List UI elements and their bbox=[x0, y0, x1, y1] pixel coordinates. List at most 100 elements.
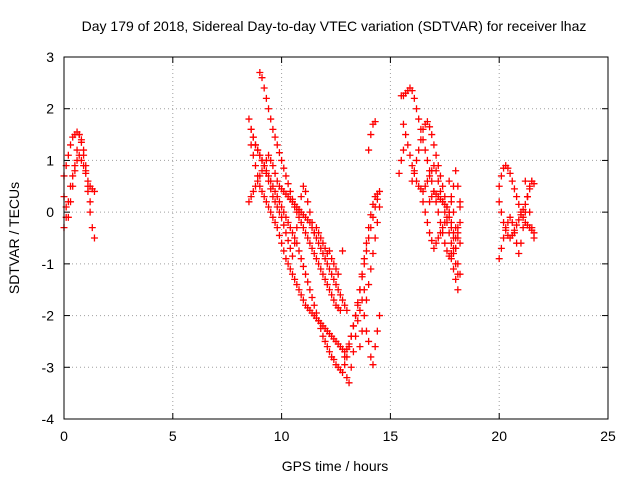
data-point bbox=[419, 187, 427, 195]
data-point bbox=[325, 265, 333, 273]
data-point bbox=[275, 208, 283, 216]
data-point bbox=[247, 193, 255, 201]
data-point bbox=[280, 164, 288, 172]
data-point bbox=[321, 337, 329, 345]
data-point bbox=[88, 224, 96, 232]
data-point bbox=[497, 244, 505, 252]
data-point bbox=[376, 187, 384, 195]
data-point bbox=[308, 293, 316, 301]
data-point bbox=[343, 345, 351, 353]
data-point bbox=[310, 301, 318, 309]
data-point bbox=[456, 198, 464, 206]
data-point bbox=[528, 177, 536, 185]
data-point bbox=[312, 255, 320, 263]
data-point bbox=[341, 361, 349, 369]
data-point bbox=[328, 255, 336, 263]
data-point bbox=[275, 149, 283, 157]
data-point bbox=[278, 239, 286, 247]
data-point bbox=[69, 172, 77, 180]
data-point bbox=[426, 229, 434, 237]
data-point bbox=[267, 156, 275, 164]
data-point bbox=[362, 247, 370, 255]
data-point bbox=[258, 74, 266, 82]
data-point bbox=[260, 162, 268, 170]
data-point bbox=[273, 203, 281, 211]
data-point bbox=[504, 164, 512, 172]
data-point bbox=[256, 69, 264, 77]
data-point bbox=[291, 275, 299, 283]
data-point bbox=[286, 265, 294, 273]
data-point bbox=[315, 229, 323, 237]
data-point bbox=[67, 182, 75, 190]
data-point bbox=[295, 247, 303, 255]
data-point bbox=[421, 182, 429, 190]
data-point bbox=[354, 317, 362, 325]
data-point bbox=[67, 141, 75, 149]
y-tick-label: -3 bbox=[42, 359, 55, 375]
data-point bbox=[269, 193, 277, 201]
data-point bbox=[356, 343, 364, 351]
data-point bbox=[367, 265, 375, 273]
data-point bbox=[249, 187, 257, 195]
data-point bbox=[299, 182, 307, 190]
data-point bbox=[443, 213, 451, 221]
y-tick-label: 1 bbox=[46, 152, 54, 168]
data-point bbox=[428, 237, 436, 245]
data-point bbox=[271, 187, 279, 195]
data-point bbox=[328, 291, 336, 299]
data-point bbox=[419, 125, 427, 133]
data-point bbox=[302, 187, 310, 195]
data-point bbox=[286, 244, 294, 252]
data-point bbox=[452, 244, 460, 252]
data-point bbox=[332, 281, 340, 289]
data-point bbox=[256, 151, 264, 159]
data-point bbox=[317, 265, 325, 273]
data-point bbox=[436, 229, 444, 237]
tick-labels: 0 5 10 15 20 25 -4 -3 -2 -1 0 1 2 3 bbox=[42, 49, 616, 444]
data-point bbox=[251, 182, 259, 190]
data-point bbox=[456, 239, 464, 247]
data-point bbox=[332, 265, 340, 273]
data-point bbox=[258, 167, 266, 175]
data-point bbox=[254, 177, 262, 185]
data-point bbox=[321, 255, 329, 263]
data-point bbox=[339, 247, 347, 255]
data-point bbox=[508, 177, 516, 185]
x-tick-label: 0 bbox=[60, 428, 68, 444]
data-point bbox=[302, 229, 310, 237]
data-point bbox=[75, 131, 83, 139]
data-point bbox=[282, 229, 290, 237]
data-point bbox=[265, 203, 273, 211]
data-point bbox=[456, 270, 464, 278]
data-point bbox=[358, 296, 366, 304]
y-tick-label: -1 bbox=[42, 256, 55, 272]
data-point bbox=[373, 327, 381, 335]
data-point bbox=[245, 198, 253, 206]
data-point bbox=[267, 185, 275, 193]
data-point bbox=[436, 172, 444, 180]
data-point bbox=[269, 125, 277, 133]
data-point bbox=[262, 94, 270, 102]
data-point bbox=[513, 221, 521, 229]
data-point bbox=[506, 169, 514, 177]
data-point bbox=[373, 218, 381, 226]
data-point bbox=[517, 239, 525, 247]
data-point bbox=[450, 229, 458, 237]
data-point bbox=[308, 218, 316, 226]
data-point bbox=[417, 136, 425, 144]
data-point bbox=[500, 234, 508, 242]
data-point bbox=[454, 182, 462, 190]
data-point bbox=[84, 182, 92, 190]
data-point bbox=[302, 270, 310, 278]
data-point bbox=[515, 250, 523, 258]
data-point bbox=[362, 239, 370, 247]
data-point bbox=[399, 120, 407, 128]
data-point bbox=[317, 234, 325, 242]
data-point bbox=[299, 262, 307, 270]
data-point bbox=[358, 273, 366, 281]
data-point bbox=[297, 218, 305, 226]
data-point bbox=[526, 185, 534, 193]
data-point bbox=[343, 374, 351, 382]
data-point bbox=[345, 340, 353, 348]
